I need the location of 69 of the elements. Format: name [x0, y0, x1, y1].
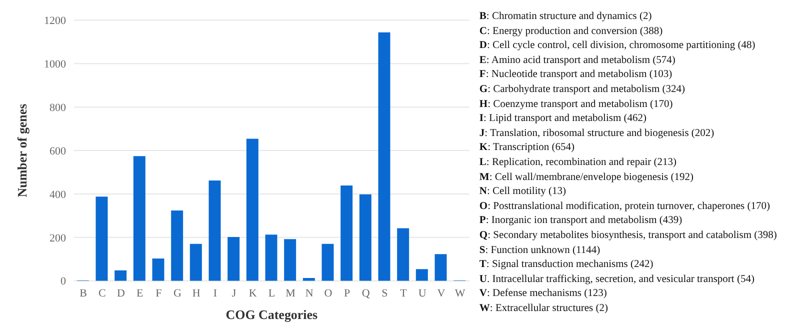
- x-tick-label: G: [174, 288, 182, 300]
- bar: [114, 270, 127, 281]
- bar: [322, 244, 334, 281]
- x-tick-label: M: [286, 288, 296, 300]
- y-tick-label: 0: [60, 276, 66, 288]
- bar: [378, 32, 390, 281]
- x-tick-label: D: [117, 288, 126, 300]
- bar: [416, 269, 428, 281]
- x-tick-label: J: [232, 288, 237, 300]
- x-tick-label: B: [80, 288, 87, 300]
- text: E: Amino acid transport and metabolism (574): [479, 54, 676, 68]
- text: J: Translation, ribosomal structure and biogenesis (202): [479, 126, 716, 141]
- x-tick-label: V: [437, 288, 446, 300]
- x-tick-label: K: [248, 288, 257, 300]
- x-tick-label: S: [382, 288, 388, 300]
- text: W: Extracellular structures (2): [479, 302, 609, 316]
- y-tick-label: 400: [49, 188, 66, 201]
- text: I: Lipid transport and metabolism (462): [479, 112, 648, 126]
- text: M: Cell wall/membrane/envelope biogenesis (192): [479, 170, 694, 185]
- text: G: Carbohydrate transport and metabolism (324): [479, 82, 686, 97]
- text: D: Cell cycle control, cell division, chromosome partitioning (48): [479, 39, 756, 54]
- bar: [284, 239, 296, 281]
- bar: [340, 185, 353, 281]
- bar: [397, 228, 410, 281]
- x-tick-label: Q: [362, 288, 370, 300]
- y-tick-label: 1200: [44, 15, 66, 28]
- bar: [171, 210, 184, 281]
- bar: [133, 156, 146, 281]
- text: L: Replication, recombination and repair (213): [479, 156, 678, 170]
- text: C: Energy production and conversion (388): [479, 24, 664, 39]
- x-tick-label: C: [98, 288, 106, 300]
- x-tick-label: I: [213, 288, 218, 300]
- text: O: Posttranslational modification, protein turnover, chaperones (170): [479, 200, 772, 214]
- y-tick-label: 600: [49, 145, 66, 158]
- text: N: Cell motility (13): [479, 185, 568, 200]
- x-tick-label: O: [324, 288, 332, 300]
- text: B: Chromatin structure and dynamics (2): [479, 10, 653, 24]
- text: T: Signal transduction mechanisms (242): [479, 258, 654, 272]
- x-tick-label: W: [454, 288, 466, 300]
- text: U. Intracellular trafficking, secretion, and vesicular transport (54): [479, 272, 756, 287]
- y-tick-label: 800: [49, 102, 66, 114]
- text: P: Inorganic ion transport and metabolism (439): [479, 214, 684, 228]
- bar: [208, 180, 221, 281]
- x-tick-label: N: [305, 288, 314, 300]
- y-axis-title: Number of genes: [14, 104, 30, 198]
- text: K: Transcription (654): [479, 141, 576, 156]
- bar: [190, 244, 202, 281]
- text: S: Function unknown (1144): [479, 244, 602, 258]
- text: V: Defense mechanisms (123): [479, 287, 608, 302]
- bar: [359, 194, 372, 281]
- bar: [152, 258, 164, 281]
- bar: [96, 196, 108, 281]
- text: Q: Secondary metabolites biosynthesis, transport and catabolism (398): [479, 228, 778, 243]
- bar: [246, 138, 258, 281]
- x-axis-title: COG Categories: [226, 306, 318, 322]
- x-tick-label: T: [400, 288, 408, 300]
- x-tick-label: H: [192, 288, 200, 300]
- text: H: Coenzyme transport and metabolism (170): [479, 98, 674, 112]
- bar: [228, 236, 240, 281]
- y-tick-label: 200: [49, 232, 66, 244]
- x-tick-label: F: [156, 288, 162, 300]
- x-tick-label: P: [344, 288, 350, 300]
- x-tick-label: E: [136, 288, 144, 300]
- x-tick-label: U: [418, 288, 426, 300]
- x-tick-label: L: [268, 288, 276, 300]
- bar: [434, 254, 447, 281]
- bar: [265, 234, 278, 281]
- text: F: Nucleotide transport and metabolism (103): [479, 68, 674, 82]
- y-tick-label: 1000: [44, 58, 66, 71]
